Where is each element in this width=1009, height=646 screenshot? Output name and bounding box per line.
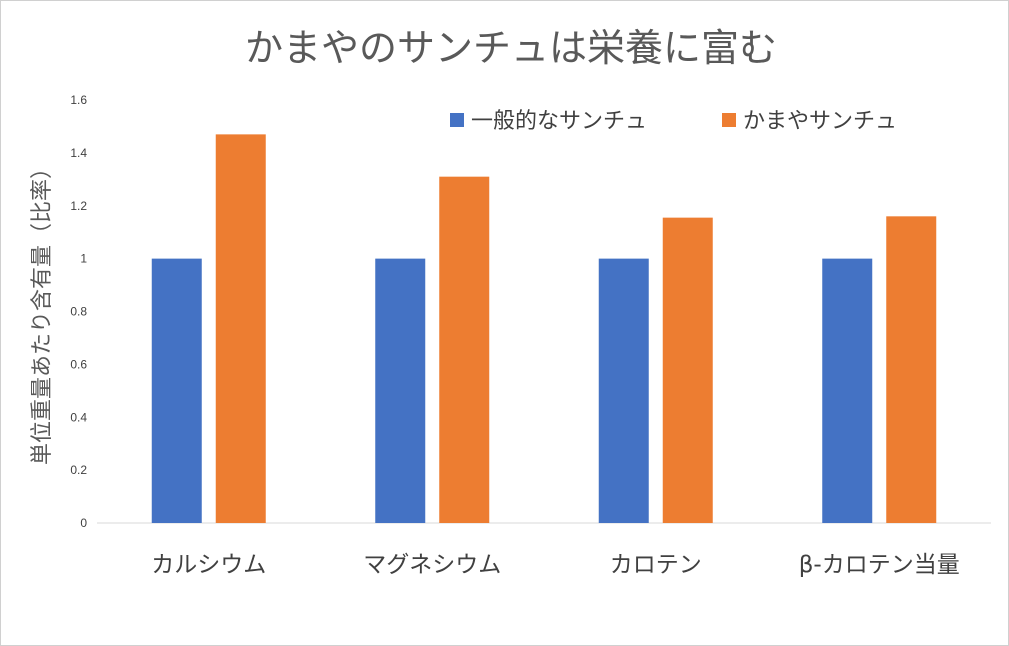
y-tick-label: 1.4	[70, 146, 87, 160]
legend-swatch-kamaya	[722, 113, 736, 127]
bar-kamaya-2	[662, 217, 713, 523]
x-category-label: カロテン	[610, 552, 702, 578]
y-axis-ticks: 0 0.2 0.4 0.6 0.8 1 1.2 1.4 1.6	[70, 93, 87, 530]
legend-swatch-general	[450, 113, 464, 127]
bar-kamaya-3	[886, 216, 937, 523]
x-category-label: β-カロテン当量	[799, 552, 960, 578]
category-labels: カルシウム マグネシウム カロテン β-カロテン当量	[151, 552, 959, 578]
x-category-label: マグネシウム	[363, 552, 501, 578]
legend: 一般的なサンチュ かまやサンチュ	[450, 109, 897, 134]
chart-title: かまやのサンチュは栄養に富む	[245, 26, 777, 70]
y-tick-label: 0.4	[70, 410, 87, 424]
y-tick-label: 1	[80, 252, 87, 266]
y-axis-label: 単位重量あたり含有量（比率）	[30, 157, 55, 465]
bar-kamaya-0	[215, 134, 266, 523]
y-tick-label: 0.6	[70, 357, 87, 371]
y-tick-label: 0	[80, 516, 87, 530]
y-tick-label: 0.2	[70, 463, 87, 477]
bar-general-3	[822, 258, 873, 523]
x-category-label: カルシウム	[151, 552, 266, 578]
y-tick-label: 0.8	[70, 305, 87, 319]
bar-general-0	[151, 258, 202, 523]
bar-general-2	[598, 258, 649, 523]
bar-general-1	[375, 258, 426, 523]
y-tick-label: 1.6	[70, 93, 87, 107]
y-tick-label: 1.2	[70, 199, 87, 213]
bar-kamaya-1	[439, 176, 490, 523]
legend-label-kamaya: かまやサンチュ	[743, 109, 897, 134]
bars	[151, 134, 937, 523]
legend-label-general: 一般的なサンチュ	[471, 109, 647, 134]
